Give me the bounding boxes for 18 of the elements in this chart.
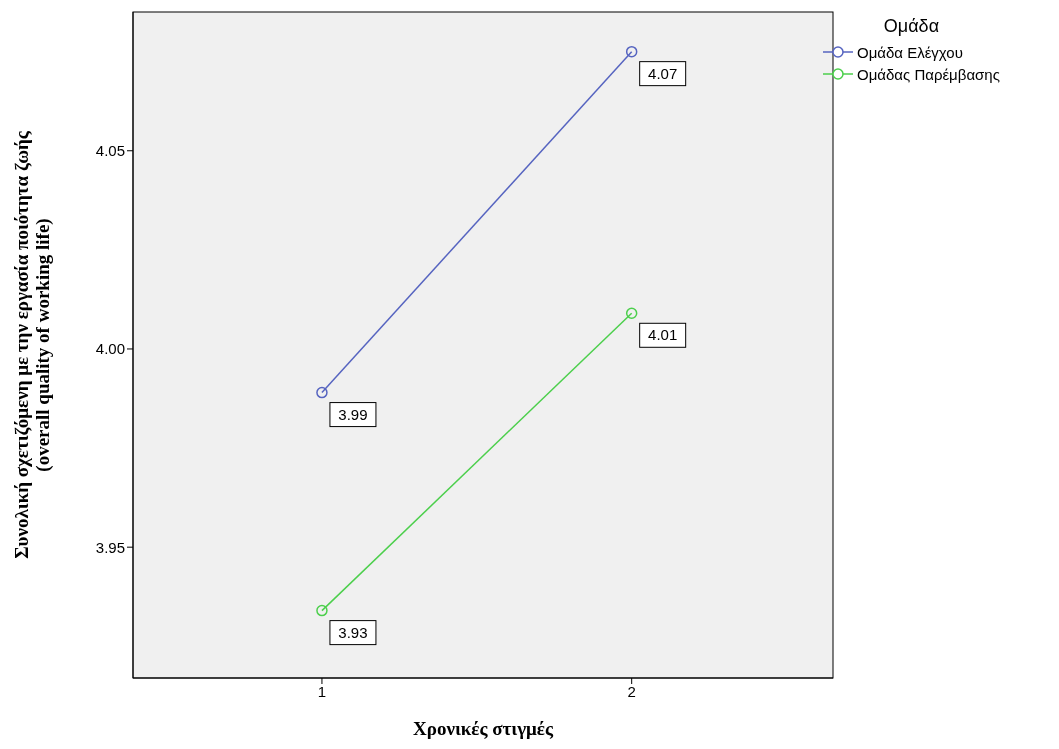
point bbox=[316, 604, 328, 617]
point bbox=[316, 386, 328, 399]
legend-label: Ομάδας Παρέμβασης bbox=[857, 65, 1000, 83]
data-label: 3.93 bbox=[338, 623, 368, 641]
data-label: 4.07 bbox=[648, 64, 678, 82]
legend-label: Ομάδα Ελέγχου bbox=[857, 43, 963, 61]
y-tick-label: 4.00 bbox=[95, 340, 125, 358]
point bbox=[625, 45, 638, 58]
y-tick-label: 4.05 bbox=[95, 142, 125, 160]
legend-title: Ομάδα bbox=[882, 16, 941, 37]
x-axis-title: Χρονικές στιγμές bbox=[413, 718, 554, 739]
point bbox=[625, 307, 638, 320]
data-label: 3.99 bbox=[338, 405, 368, 423]
x-tick-label: 1 bbox=[317, 682, 327, 700]
y-axis-title: Συνολική σχετιζόμενη με την εργασία ποιότητα ζωής (overall quality of working life) bbox=[11, 130, 54, 559]
x-tick-label: 2 bbox=[627, 682, 636, 700]
y-tick-label: 3.95 bbox=[95, 538, 125, 556]
data-label: 4.01 bbox=[648, 326, 678, 344]
